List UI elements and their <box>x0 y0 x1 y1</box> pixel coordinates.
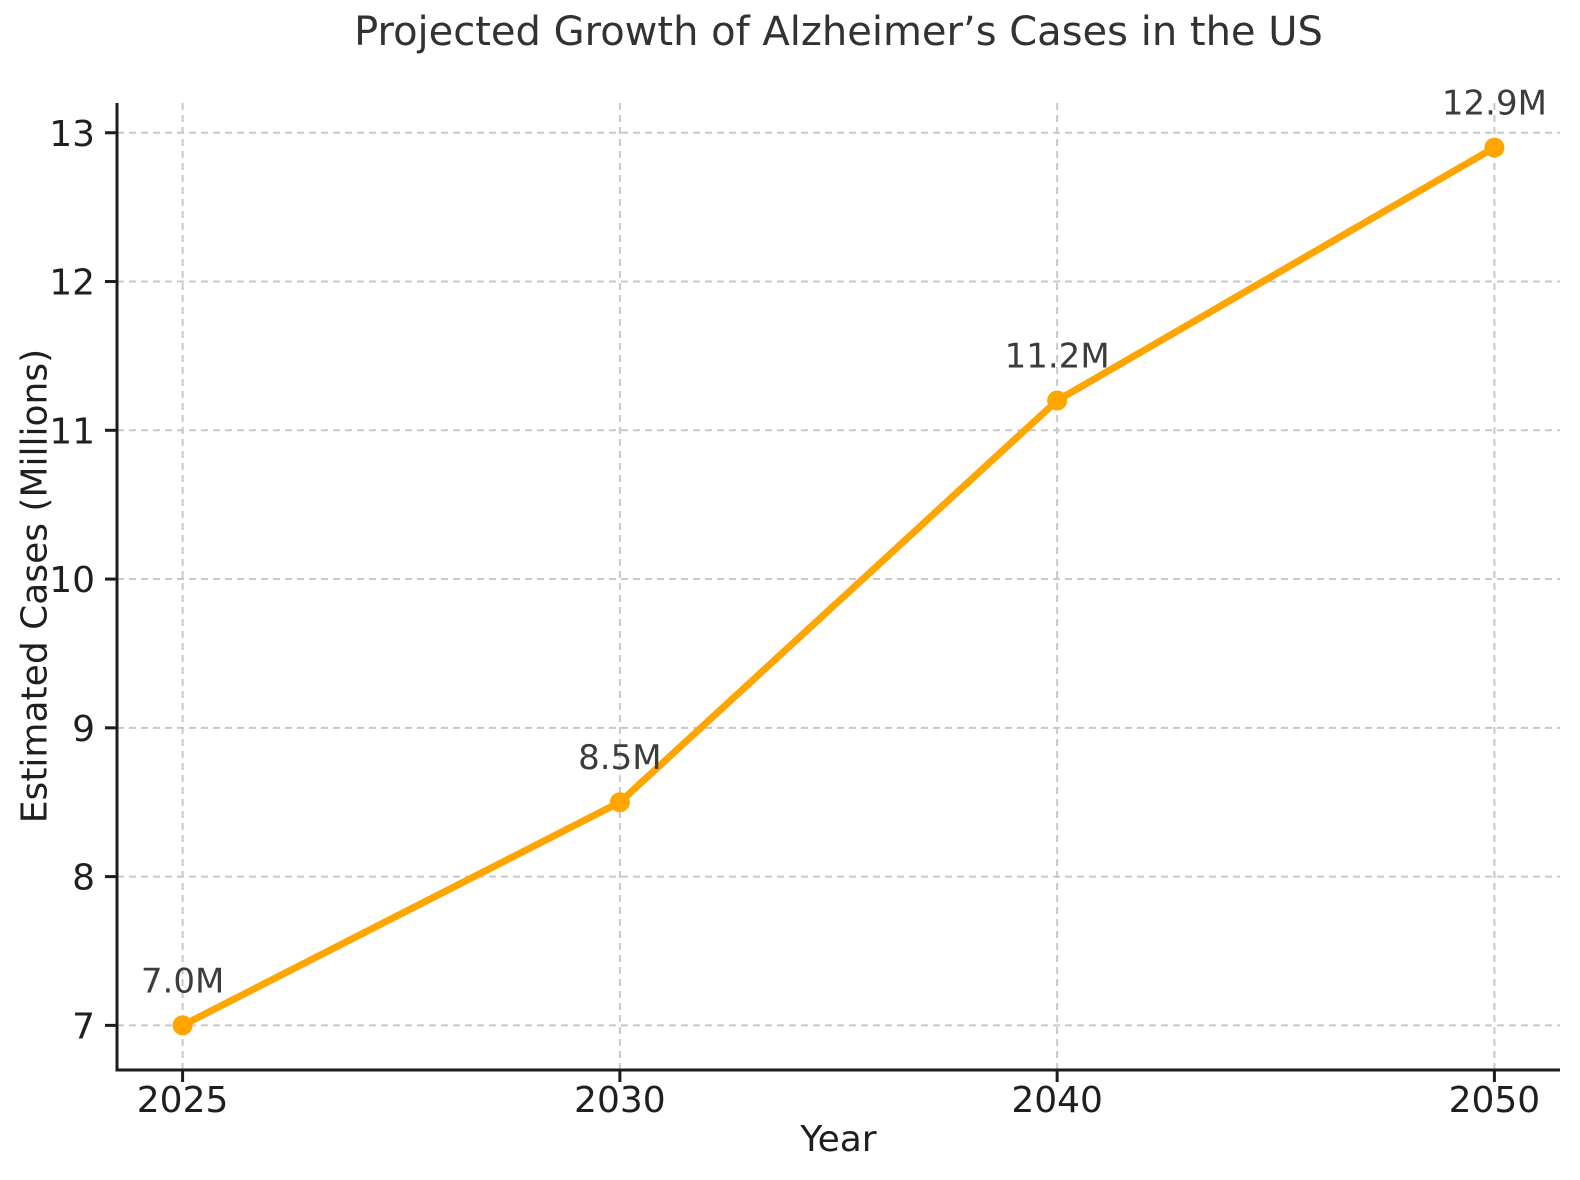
x-axis-label: Year <box>800 1119 877 1160</box>
x-tick-label: 2030 <box>574 1080 666 1121</box>
x-tick-label: 2040 <box>1011 1080 1103 1121</box>
x-tick-label: 2025 <box>137 1080 229 1121</box>
point-value-annotation: 12.9M <box>1442 84 1547 124</box>
data-point <box>1484 137 1505 158</box>
point-value-annotation: 11.2M <box>1005 337 1110 377</box>
data-point <box>609 792 630 813</box>
x-tick-label: 2050 <box>1449 1080 1541 1121</box>
y-tick-label: 12 <box>49 263 95 304</box>
point-value-annotation: 8.5M <box>578 738 661 778</box>
data-point <box>1047 390 1068 411</box>
y-tick-label: 8 <box>72 858 95 899</box>
y-tick-label: 13 <box>49 114 95 155</box>
y-tick-label: 7 <box>72 1006 95 1047</box>
data-point <box>172 1015 193 1036</box>
chart-title: Projected Growth of Alzheimer’s Cases in… <box>354 9 1323 55</box>
point-value-annotation: 7.0M <box>141 961 224 1001</box>
y-tick-label: 9 <box>72 709 95 750</box>
y-tick-label: 10 <box>49 560 95 601</box>
data-line <box>179 144 1498 1029</box>
y-tick-label: 11 <box>49 411 95 452</box>
y-axis-label: Estimated Cases (Millions) <box>14 348 56 824</box>
